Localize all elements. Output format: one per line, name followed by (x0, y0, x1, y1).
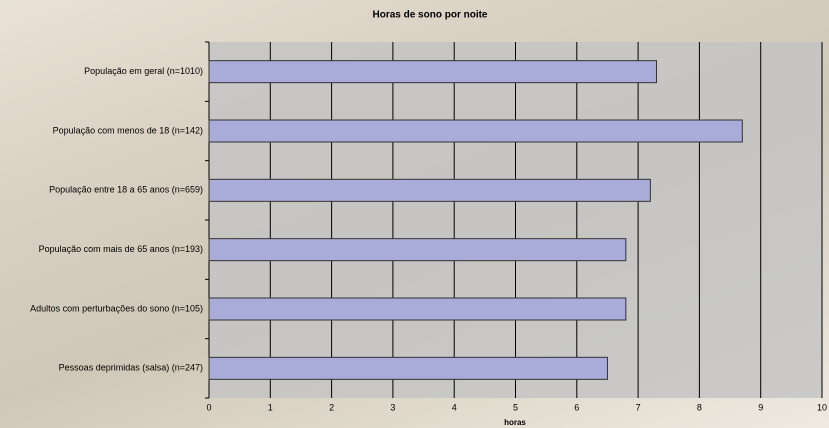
x-tick-label: 2 (329, 402, 334, 412)
bar (208, 119, 743, 143)
y-tick-label: População com menos de 18 (n=142) (53, 125, 203, 135)
bar (208, 297, 627, 321)
bar (208, 60, 657, 84)
chart-title: Horas de sono por noite (372, 10, 487, 21)
y-tick-label: População com mais de 65 anos (n=193) (39, 244, 203, 254)
x-tick-label: 5 (513, 402, 518, 412)
bar (208, 238, 627, 262)
x-tick-label: 4 (452, 402, 457, 412)
x-tick-label: 3 (390, 402, 395, 412)
x-tick-label: 1 (268, 402, 273, 412)
y-tick-label: Pessoas deprimidas (salsa) (n=247) (59, 363, 203, 373)
x-tick-label: 10 (817, 402, 827, 412)
x-tick-label: 8 (697, 402, 702, 412)
x-tick-label: 9 (758, 402, 763, 412)
x-tick-label: 0 (206, 402, 211, 412)
y-tick-label: População entre 18 a 65 anos (n=659) (49, 185, 203, 195)
bar (208, 356, 608, 380)
bar (208, 178, 651, 202)
y-tick-label: Adultos com perturbações do sono (n=105) (30, 303, 203, 313)
y-tick-label: População em geral (n=1010) (84, 66, 203, 76)
x-tick-label: 7 (636, 402, 641, 412)
x-tick-label: 6 (574, 402, 579, 412)
x-axis-title: horas (504, 418, 526, 427)
